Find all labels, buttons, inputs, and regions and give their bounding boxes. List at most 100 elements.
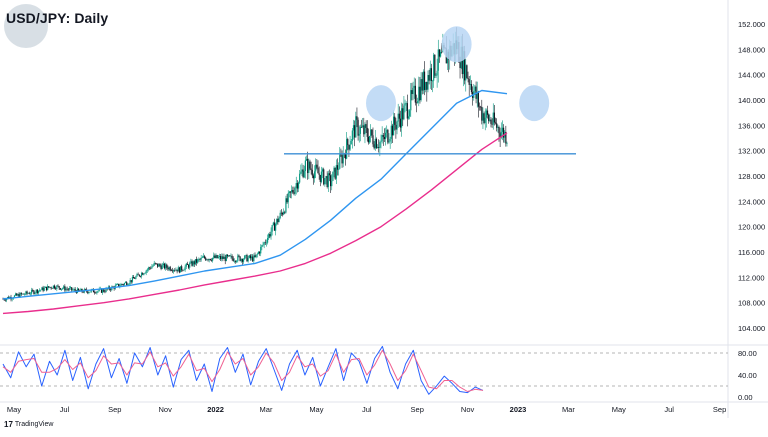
candle [366, 120, 368, 142]
candle [275, 222, 277, 236]
candle [412, 81, 414, 101]
candle-body [287, 193, 289, 203]
candle-body [168, 267, 170, 270]
candle-body [366, 127, 368, 137]
candle-body [494, 122, 497, 124]
candle-body [134, 278, 136, 279]
candle [231, 254, 233, 261]
candle-body [357, 119, 359, 136]
candle-body [71, 287, 73, 291]
candle-body [69, 287, 72, 289]
candle-body [214, 255, 216, 258]
candle [44, 286, 46, 289]
candle-body [402, 108, 404, 120]
candle [477, 90, 479, 118]
candle [267, 234, 269, 245]
candle-body [437, 49, 439, 71]
candle-body [295, 183, 297, 188]
x-tick-label: May [309, 405, 323, 414]
candle-body [307, 158, 309, 174]
candle-body [13, 295, 16, 299]
candle-body [464, 51, 466, 81]
candle [176, 269, 178, 274]
candle [270, 227, 272, 240]
candle [393, 110, 395, 136]
candle [66, 286, 68, 292]
candle [151, 264, 153, 269]
y-tick-label: 128.000 [738, 172, 765, 181]
candle [253, 253, 255, 265]
candle [59, 287, 61, 291]
candle-body [396, 121, 398, 130]
x-tick-label: 2023 [510, 405, 527, 414]
candle-body [258, 252, 261, 254]
candle [278, 216, 280, 223]
candle-body [132, 277, 135, 279]
candle [336, 158, 339, 176]
candle [175, 267, 177, 271]
candle-body [365, 124, 367, 128]
candle-body [276, 218, 278, 224]
candle [40, 289, 42, 292]
candle [41, 286, 43, 290]
candle-body [327, 173, 329, 187]
candle [256, 252, 258, 258]
candle-body [47, 286, 49, 291]
candle-body [315, 164, 317, 172]
candle [129, 278, 131, 286]
candle-body [467, 77, 469, 80]
candle-body [21, 293, 24, 295]
candle-body [470, 84, 473, 93]
candle-body [286, 198, 288, 203]
candle-body [499, 133, 501, 138]
candle-body [96, 291, 98, 294]
candle [201, 255, 203, 259]
candle [137, 272, 139, 275]
candle [262, 241, 264, 247]
candle [268, 232, 270, 240]
candle-body [160, 265, 162, 270]
candle [147, 266, 150, 272]
candle-body [409, 110, 411, 117]
candle-body [48, 286, 50, 288]
candle [368, 135, 371, 144]
candle-body [82, 291, 84, 293]
candle-body [222, 256, 224, 259]
candle [204, 254, 206, 260]
candle-body [191, 261, 193, 266]
candle [475, 81, 477, 104]
candle [43, 286, 45, 292]
x-tick-label: Jul [664, 405, 674, 414]
candle [382, 132, 384, 146]
candle-body [150, 267, 152, 269]
candle-body [57, 285, 59, 287]
candle [52, 285, 54, 290]
candle [427, 70, 429, 93]
candle-body [254, 255, 256, 258]
candle-body [253, 255, 255, 262]
candle [73, 287, 75, 291]
candle [60, 288, 63, 291]
candle-body [34, 292, 36, 294]
candle-body [388, 141, 390, 143]
candle [261, 244, 263, 251]
candle [265, 239, 268, 247]
candle [327, 170, 329, 193]
candle-body [43, 287, 45, 291]
candle-body [265, 242, 268, 244]
candle-body [368, 135, 371, 143]
candle-body [161, 265, 163, 270]
candle [356, 107, 358, 128]
candle-body [430, 68, 432, 81]
candle-body [332, 171, 334, 181]
candle [141, 271, 143, 279]
candle-body [389, 138, 391, 142]
candle [380, 134, 382, 149]
candle-body [162, 263, 164, 266]
tradingview-brand[interactable]: 17 TradingView [4, 420, 53, 429]
candle [76, 287, 79, 294]
candle [396, 120, 398, 135]
candle [181, 264, 183, 272]
candle-body [27, 293, 29, 295]
